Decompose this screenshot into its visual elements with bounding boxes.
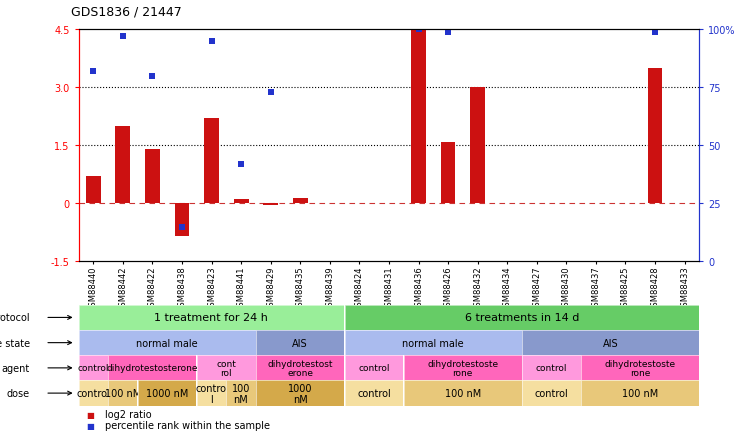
- Bar: [86, 177, 101, 204]
- Text: dihydrotestosterone: dihydrotestosterone: [106, 364, 198, 372]
- Text: protocol: protocol: [0, 313, 30, 322]
- Text: control: control: [535, 388, 568, 398]
- Text: log2 ratio: log2 ratio: [105, 409, 151, 419]
- Text: dihydrotestoste
rone: dihydrotestoste rone: [427, 359, 498, 377]
- Text: 1000 nM: 1000 nM: [146, 388, 188, 398]
- Text: ■: ■: [86, 421, 94, 430]
- Text: dihydrotestost
erone: dihydrotestost erone: [267, 359, 333, 377]
- Bar: [293, 198, 307, 204]
- Text: 100 nM: 100 nM: [444, 388, 481, 398]
- Bar: [411, 30, 426, 204]
- Text: AIS: AIS: [292, 338, 308, 348]
- Text: GDS1836 / 21447: GDS1836 / 21447: [71, 5, 182, 18]
- Text: contro
l: contro l: [196, 383, 227, 404]
- Bar: [174, 204, 189, 237]
- Text: ■: ■: [86, 410, 94, 419]
- Text: 1000
nM: 1000 nM: [288, 383, 313, 404]
- Text: disease state: disease state: [0, 338, 30, 348]
- Text: agent: agent: [1, 363, 30, 373]
- Text: dihydrotestoste
rone: dihydrotestoste rone: [604, 359, 675, 377]
- Text: 100
nM: 100 nM: [232, 383, 250, 404]
- Text: control: control: [77, 364, 109, 372]
- Bar: [441, 142, 456, 204]
- Text: control: control: [357, 388, 391, 398]
- Text: normal male: normal male: [402, 338, 464, 348]
- Bar: [145, 150, 160, 204]
- Text: 6 treatments in 14 d: 6 treatments in 14 d: [465, 313, 579, 322]
- Bar: [115, 127, 130, 204]
- Text: percentile rank within the sample: percentile rank within the sample: [105, 421, 270, 431]
- Bar: [233, 200, 248, 204]
- Bar: [470, 88, 485, 204]
- Text: cont
rol: cont rol: [216, 359, 236, 377]
- Bar: [204, 119, 219, 204]
- Text: normal male: normal male: [136, 338, 198, 348]
- Text: 100 nM: 100 nM: [105, 388, 141, 398]
- Text: control: control: [358, 364, 390, 372]
- Bar: [648, 69, 663, 204]
- Text: dose: dose: [7, 388, 30, 398]
- Text: control: control: [536, 364, 567, 372]
- Text: control: control: [76, 388, 110, 398]
- Text: 100 nM: 100 nM: [622, 388, 658, 398]
- Text: 1 treatment for 24 h: 1 treatment for 24 h: [154, 313, 269, 322]
- Text: AIS: AIS: [603, 338, 619, 348]
- Bar: [263, 204, 278, 206]
